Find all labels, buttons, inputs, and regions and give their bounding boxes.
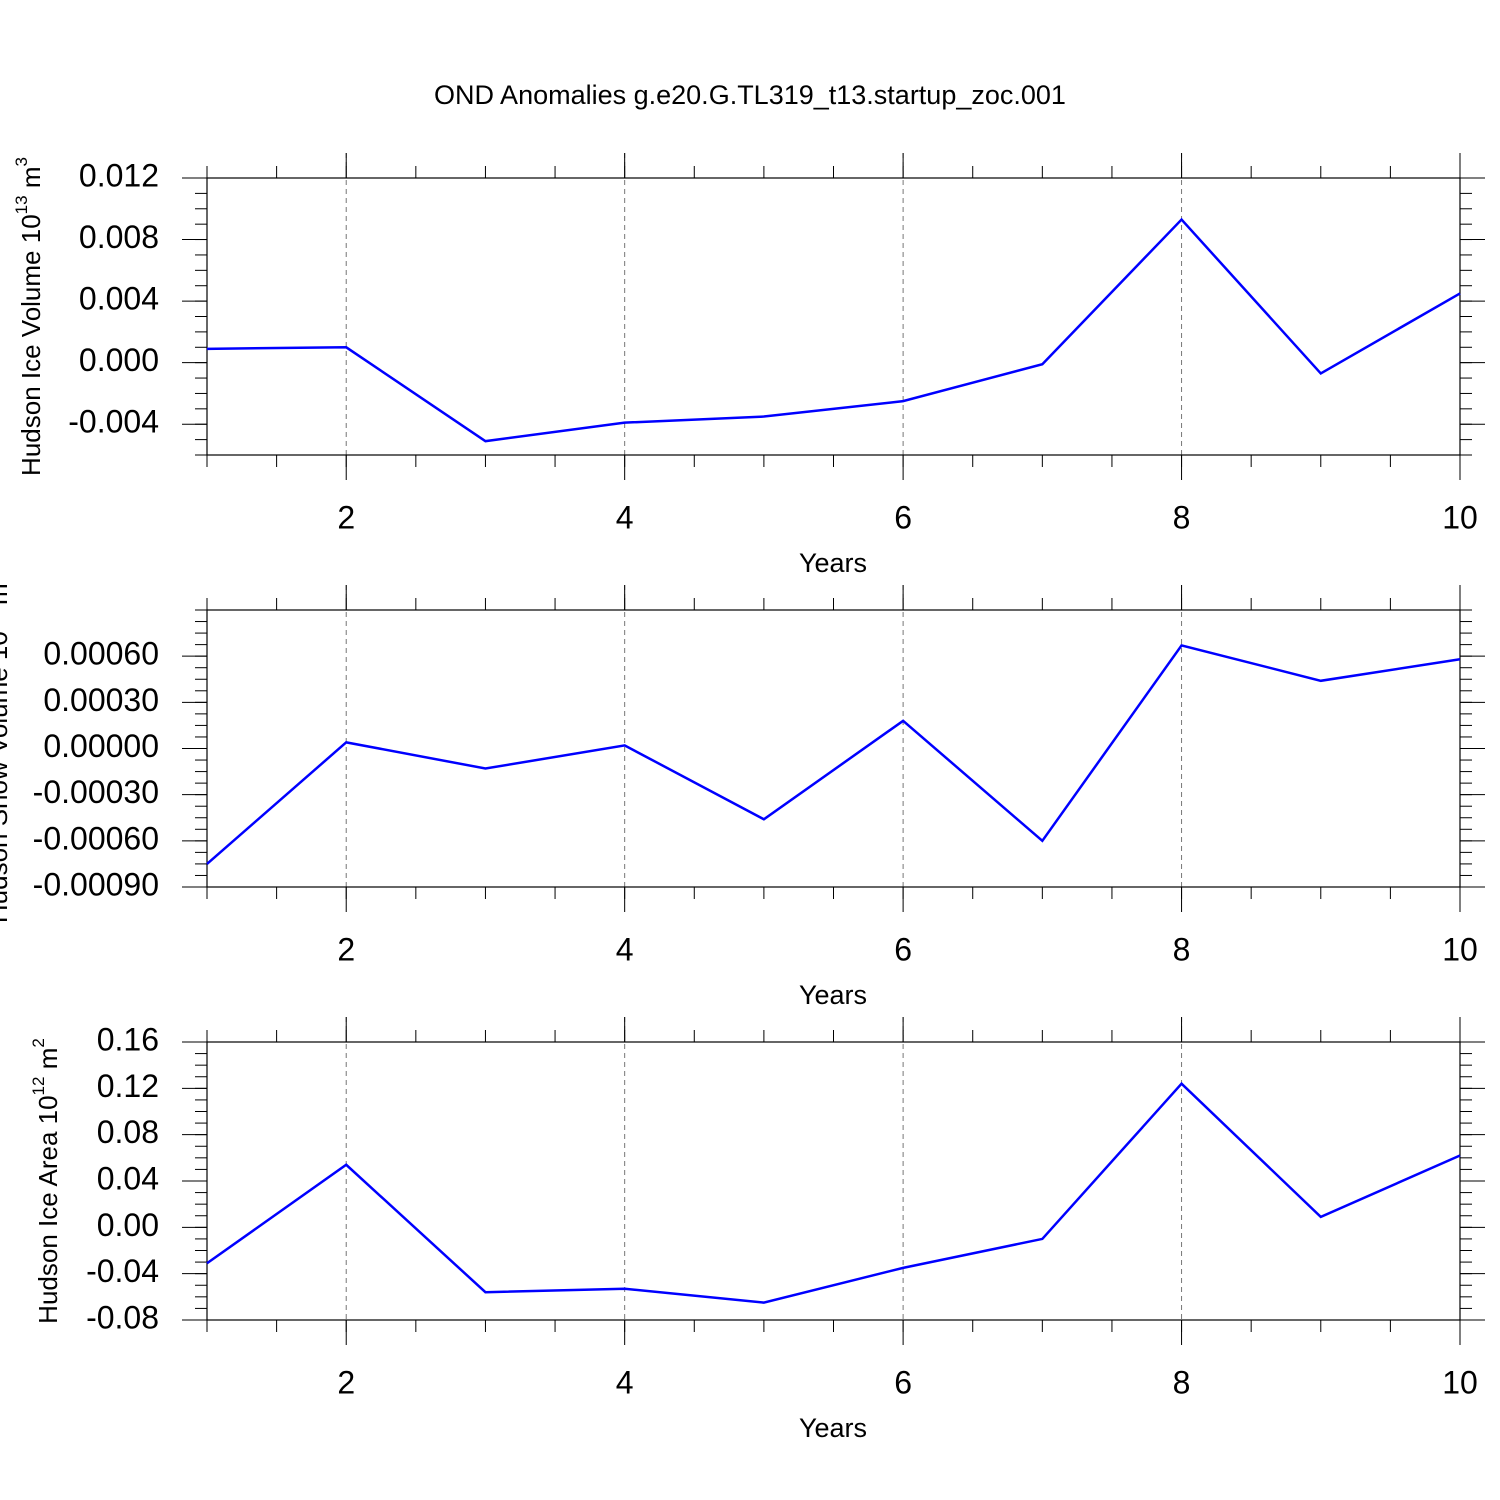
y-tick-label: 0.00000 xyxy=(43,728,159,764)
y-tick-label: 0.000 xyxy=(79,342,159,378)
data-line xyxy=(206,217,1461,443)
y-tick-label: -0.004 xyxy=(68,404,159,440)
y-axis-title-text: Hudson Ice Area 10 xyxy=(33,1095,63,1323)
x-tick-label: 6 xyxy=(894,499,912,535)
y-tick-label: 0.00060 xyxy=(43,636,159,672)
x-tick-label: 6 xyxy=(894,1364,912,1400)
x-tick-label: 2 xyxy=(337,499,355,535)
x-tick-label: 4 xyxy=(616,931,634,967)
y-axis-title-unit: m xyxy=(16,167,46,196)
y-tick-label: 0.004 xyxy=(79,281,159,317)
plot-frame xyxy=(206,609,1461,888)
y-tick-label: 0.12 xyxy=(97,1068,159,1104)
y-tick-label: -0.00030 xyxy=(33,774,159,810)
y-axis-title: Hudson Ice Area 1012 m2 xyxy=(29,1038,62,1324)
y-axis-title-unit: m xyxy=(33,1048,63,1077)
x-tick-label: 8 xyxy=(1173,499,1191,535)
data-line xyxy=(206,643,1461,865)
x-tick-label: 2 xyxy=(337,1364,355,1400)
y-tick-label: 0.00 xyxy=(97,1207,159,1243)
x-tick-label: 8 xyxy=(1173,931,1191,967)
y-tick-label: -0.04 xyxy=(86,1253,159,1289)
x-tick-label: 4 xyxy=(616,499,634,535)
y-axis-title-unit-exponent: 2 xyxy=(29,1038,48,1047)
plot-frame xyxy=(206,177,1461,456)
x-tick-label: 8 xyxy=(1173,1364,1191,1400)
y-axis-title: Hudson Ice Volume 1013 m3 xyxy=(12,157,45,476)
x-tick-label: 10 xyxy=(1442,931,1478,967)
data-line xyxy=(206,1081,1461,1304)
y-axis-title-exponent: 12 xyxy=(29,1077,48,1096)
figure-title: OND Anomalies g.e20.G.TL319_t13.startup_… xyxy=(434,80,1066,110)
y-tick-label: 0.16 xyxy=(97,1021,159,1057)
plot-frame xyxy=(206,1041,1461,1321)
x-tick-label: 2 xyxy=(337,931,355,967)
y-tick-label: -0.00090 xyxy=(33,866,159,902)
y-tick-label: 0.08 xyxy=(97,1114,159,1150)
x-tick-label: 10 xyxy=(1442,1364,1478,1400)
y-axis-title: Hudson Snow Volume 1013 m3 xyxy=(0,574,13,923)
y-axis-title-unit-exponent: 3 xyxy=(12,157,31,166)
y-tick-label: 0.00030 xyxy=(43,682,159,718)
x-tick-label: 6 xyxy=(894,931,912,967)
y-tick-label: -0.08 xyxy=(86,1299,159,1335)
y-axis-title-exponent: 13 xyxy=(12,195,31,214)
x-tick-label: 4 xyxy=(616,1364,634,1400)
x-axis-title: Years xyxy=(799,1413,867,1443)
x-axis-title: Years xyxy=(799,980,867,1010)
x-axis-title: Years xyxy=(799,548,867,578)
y-axis-title-unit: m xyxy=(0,583,13,612)
y-tick-label: 0.008 xyxy=(79,219,159,255)
y-tick-label: 0.012 xyxy=(79,157,159,193)
x-tick-label: 10 xyxy=(1442,499,1478,535)
y-axis-title-text: Hudson Ice Volume 10 xyxy=(16,214,46,476)
y-axis-title-text: Hudson Snow Volume 10 xyxy=(0,631,13,923)
y-tick-label: 0.04 xyxy=(97,1160,159,1196)
y-tick-label: -0.00060 xyxy=(33,820,159,856)
